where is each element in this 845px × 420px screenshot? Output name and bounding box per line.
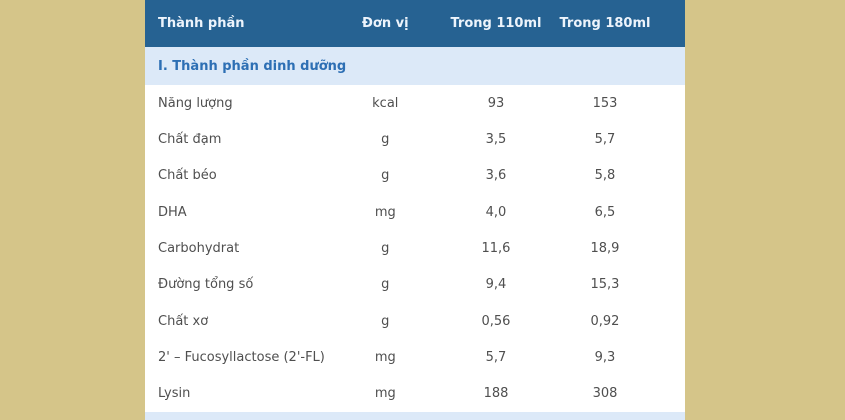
cell-per-110ml: 11,6	[481, 240, 511, 256]
header-component: Thành phần	[158, 16, 245, 31]
table-row: Chất đạm g 3,5 5,7	[145, 121, 685, 158]
cell-component: Carbohydrat	[158, 240, 240, 256]
cell-per-110ml: 9,4	[485, 277, 507, 293]
cell-unit: g	[381, 131, 390, 147]
cell-component: Đường tổng số	[158, 277, 254, 293]
cell-per-180ml: 5,7	[594, 131, 616, 147]
cell-unit: g	[381, 313, 390, 329]
cell-per-180ml: 5,8	[594, 168, 616, 184]
table-row: Chất xơ g 0,56 0,92	[145, 302, 685, 340]
cell-unit: kcal	[372, 95, 399, 111]
cell-unit: g	[381, 277, 390, 293]
table-body: Năng lượng kcal 93 153 Chất đạm g 3,5 5,7 Chất b…	[145, 85, 685, 412]
cell-per-180ml: 0,92	[590, 313, 620, 329]
section-row: I. Thành phần dinh dưỡng	[145, 47, 685, 85]
cell-component: DHA	[158, 204, 187, 220]
cell-per-180ml: 308	[592, 386, 618, 402]
cell-unit: mg	[374, 204, 396, 220]
cell-unit: mg	[374, 386, 396, 402]
table-row: 2' – Fucosyllactose (2'-FL) mg 5,7 9,3	[145, 339, 685, 376]
cell-unit: g	[381, 168, 390, 184]
cell-per-110ml: 3,5	[485, 131, 507, 147]
cell-per-110ml: 93	[487, 95, 505, 111]
section-title: I. Thành phần dinh dưỡng	[158, 58, 347, 74]
cell-component: Chất béo	[158, 168, 217, 184]
cell-per-180ml: 15,3	[590, 277, 620, 293]
header-per-180ml: Trong 180ml	[559, 16, 651, 31]
cell-unit: g	[381, 240, 390, 256]
cell-per-110ml: 5,7	[485, 349, 507, 365]
header-unit: Đơn vị	[362, 16, 409, 31]
cell-per-180ml: 153	[592, 95, 618, 111]
cell-component: Chất xơ	[158, 313, 209, 329]
cell-component: Năng lượng	[158, 95, 233, 111]
cell-per-180ml: 18,9	[590, 240, 620, 256]
cell-per-180ml: 6,5	[594, 204, 616, 220]
cell-per-110ml: 3,6	[485, 168, 507, 184]
table-row: Chất béo g 3,6 5,8	[145, 157, 685, 194]
table-row: DHA mg 4,0 6,5	[145, 193, 685, 231]
cell-component: Chất đạm	[158, 131, 222, 147]
cell-per-110ml: 0,56	[481, 313, 511, 329]
table-row: Năng lượng kcal 93 153	[145, 85, 685, 122]
cell-component: Lysin	[158, 386, 191, 402]
next-section-strip	[145, 412, 685, 420]
cell-per-110ml: 188	[483, 386, 509, 402]
table-row: Đường tổng số g 9,4 15,3	[145, 266, 685, 303]
header-per-110ml: Trong 110ml	[450, 16, 542, 31]
table-row: Lysin mg 188 308	[145, 375, 685, 412]
table-row: Carbohydrat g 11,6 18,9	[145, 230, 685, 267]
nutrition-table: Thành phần Đơn vị Trong 110ml Trong 180m…	[145, 0, 685, 420]
cell-component: 2' – Fucosyllactose (2'-FL)	[158, 349, 325, 365]
cell-unit: mg	[374, 349, 396, 365]
cell-per-180ml: 9,3	[594, 349, 616, 365]
cell-per-110ml: 4,0	[485, 204, 507, 220]
table-header-row: Thành phần Đơn vị Trong 110ml Trong 180m…	[145, 0, 685, 47]
